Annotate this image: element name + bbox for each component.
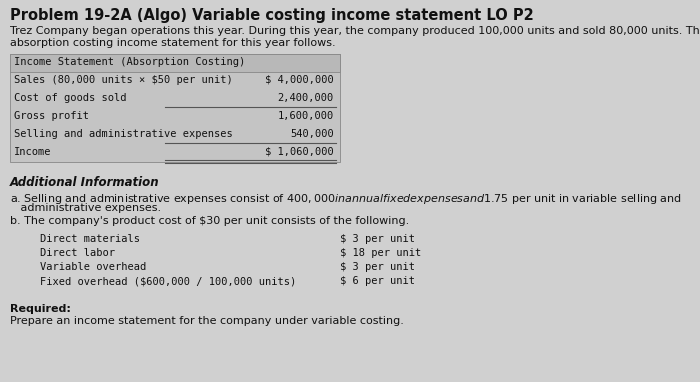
Text: $ 18 per unit: $ 18 per unit: [340, 248, 421, 258]
Text: Prepare an income statement for the company under variable costing.: Prepare an income statement for the comp…: [10, 316, 404, 326]
Text: Income Statement (Absorption Costing): Income Statement (Absorption Costing): [14, 57, 245, 67]
Text: Direct labor: Direct labor: [40, 248, 115, 258]
FancyBboxPatch shape: [10, 54, 340, 162]
Text: Fixed overhead ($600,000 / 100,000 units): Fixed overhead ($600,000 / 100,000 units…: [40, 276, 296, 286]
Text: absorption costing income statement for this year follows.: absorption costing income statement for …: [10, 38, 335, 48]
Text: Cost of goods sold: Cost of goods sold: [14, 93, 127, 103]
Text: 540,000: 540,000: [290, 129, 334, 139]
FancyBboxPatch shape: [10, 54, 340, 72]
Text: $ 6 per unit: $ 6 per unit: [340, 276, 415, 286]
Text: Selling and administrative expenses: Selling and administrative expenses: [14, 129, 232, 139]
Text: 2,400,000: 2,400,000: [278, 93, 334, 103]
Text: $ 3 per unit: $ 3 per unit: [340, 262, 415, 272]
Text: Problem 19-2A (Algo) Variable costing income statement LO P2: Problem 19-2A (Algo) Variable costing in…: [10, 8, 533, 23]
Text: administrative expenses.: administrative expenses.: [10, 203, 161, 213]
Text: a. Selling and administrative expenses consist of $400,000 in annual fixed expen: a. Selling and administrative expenses c…: [10, 192, 682, 206]
Text: Sales (80,000 units × $50 per unit): Sales (80,000 units × $50 per unit): [14, 75, 232, 85]
Text: $ 3 per unit: $ 3 per unit: [340, 234, 415, 244]
Text: Gross profit: Gross profit: [14, 111, 89, 121]
Text: b. The company's product cost of $30 per unit consists of the following.: b. The company's product cost of $30 per…: [10, 216, 410, 226]
Text: 1,600,000: 1,600,000: [278, 111, 334, 121]
Text: $ 4,000,000: $ 4,000,000: [265, 75, 334, 85]
Text: Required:: Required:: [10, 304, 71, 314]
Text: Income: Income: [14, 147, 52, 157]
Text: Trez Company began operations this year. During this year, the company produced : Trez Company began operations this year.…: [10, 26, 700, 36]
Text: Additional Information: Additional Information: [10, 176, 160, 189]
Text: $ 1,060,000: $ 1,060,000: [265, 147, 334, 157]
Text: Direct materials: Direct materials: [40, 234, 140, 244]
Text: Variable overhead: Variable overhead: [40, 262, 146, 272]
